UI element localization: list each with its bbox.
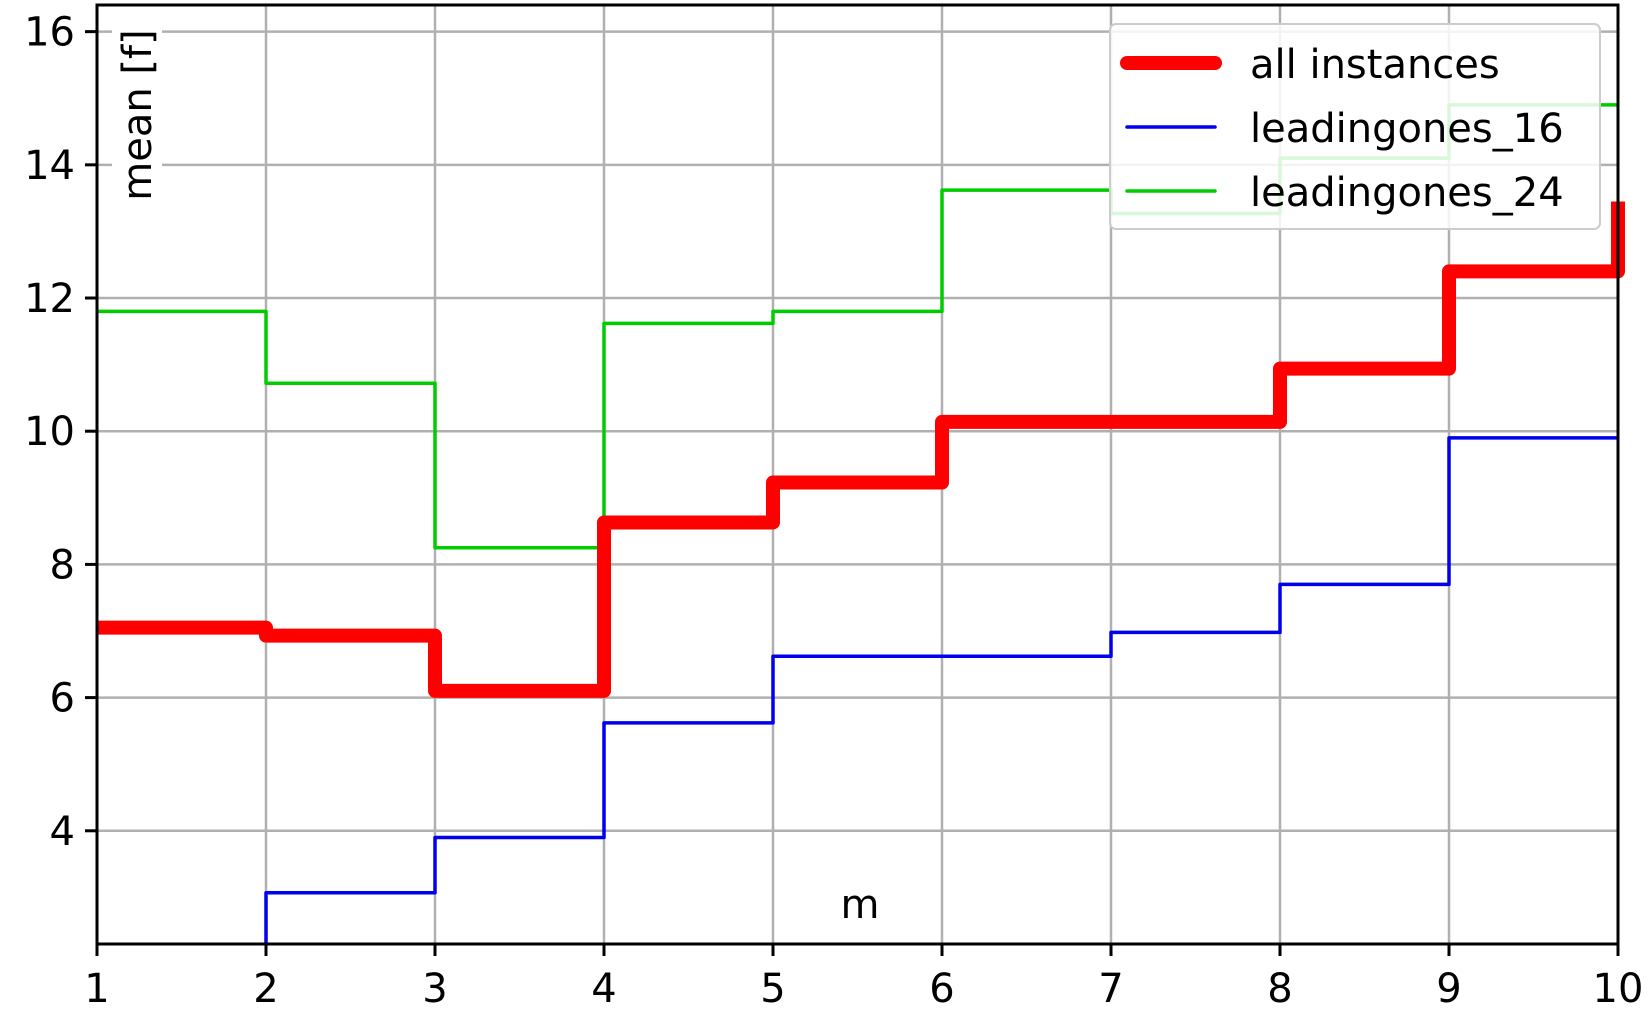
x-tick-label: 8 xyxy=(1267,966,1292,1012)
y-axis-title-group: mean [f] xyxy=(112,25,162,205)
y-tick-label: 16 xyxy=(24,10,75,56)
legend-label: leadingones_24 xyxy=(1250,170,1564,216)
x-tick-label: 2 xyxy=(253,966,278,1012)
y-tick-label: 10 xyxy=(24,409,75,455)
y-tick-label: 14 xyxy=(24,143,75,189)
plot-frame xyxy=(95,3,1620,946)
legend: all instances leadingones_16 leadingones_2… xyxy=(1109,23,1601,230)
x-tick-label: 4 xyxy=(591,966,616,1012)
x-tick-label: 10 xyxy=(1593,966,1644,1012)
y-tick-label: 12 xyxy=(24,276,75,322)
y-tick-label: 8 xyxy=(50,542,75,588)
x-axis-title: m xyxy=(841,882,880,928)
x-tick-label: 3 xyxy=(422,966,447,1012)
y-tick-label: 4 xyxy=(50,809,75,855)
x-tick-label: 6 xyxy=(929,966,954,1012)
x-tick-label: 1 xyxy=(84,966,109,1012)
x-tick-label: 9 xyxy=(1436,966,1461,1012)
x-tick-label: 7 xyxy=(1098,966,1123,1012)
x-tick-label: 5 xyxy=(760,966,785,1012)
series-line-leadingones_16 xyxy=(264,436,1618,944)
legend-label: leadingones_16 xyxy=(1250,106,1564,152)
y-axis-title: mean [f] xyxy=(115,29,161,200)
series-line-all instances xyxy=(97,201,1625,698)
y-tick-label: 6 xyxy=(50,676,75,722)
legend-label: all instances xyxy=(1250,42,1500,88)
y-axis-title-background xyxy=(112,25,162,205)
legend-box xyxy=(1109,23,1601,230)
